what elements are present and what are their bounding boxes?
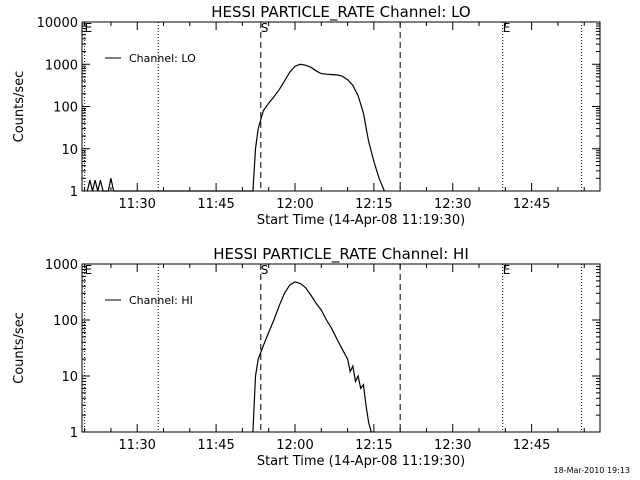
y-tick-label: 10 bbox=[61, 143, 78, 158]
chart-panel-lo: HESSI PARTICLE_RATE Channel: LO 1 10 100 100… bbox=[12, 3, 601, 228]
x-tick-label: 12:00 bbox=[276, 438, 313, 453]
x-tick-label: 12:15 bbox=[355, 438, 392, 453]
y-tick-label: 1000 bbox=[45, 58, 78, 73]
y-tick-label: 10000 bbox=[37, 16, 78, 31]
x-tick-label: 12:00 bbox=[276, 197, 313, 212]
x-tick-label: 12:15 bbox=[355, 197, 392, 212]
x-axis-label: Start Time (14-Apr-08 11:19:30) bbox=[257, 213, 465, 228]
time-marker-label: E bbox=[503, 21, 511, 35]
x-tick-label: 11:45 bbox=[197, 197, 234, 212]
x-tick-label: 11:45 bbox=[197, 438, 234, 453]
series-line bbox=[252, 281, 372, 433]
time-marker-label: E bbox=[85, 263, 93, 277]
y-tick-label: 1 bbox=[70, 426, 78, 441]
x-axis-label: Start Time (14-Apr-08 11:19:30) bbox=[257, 454, 465, 469]
time-marker-label: S bbox=[261, 263, 269, 277]
time-marker-label: S bbox=[261, 21, 269, 35]
x-tick-label: 11:30 bbox=[118, 438, 155, 453]
legend-entry: Channel: LO bbox=[129, 52, 196, 65]
y-axis-label: Counts/sec bbox=[12, 312, 27, 384]
plot-frame bbox=[81, 263, 601, 433]
y-axis-label: Counts/sec bbox=[12, 71, 27, 143]
y-tick-label: 10 bbox=[61, 370, 78, 385]
x-tick-label: 12:30 bbox=[434, 438, 471, 453]
y-tick-label: 1000 bbox=[45, 258, 78, 273]
chart-panel-hi: HESSI PARTICLE_RATE Channel: HI 1 10 100 100… bbox=[12, 245, 601, 469]
y-tick-label: 100 bbox=[53, 101, 78, 116]
x-tick-label: 12:45 bbox=[513, 197, 550, 212]
series-line bbox=[86, 63, 385, 192]
x-tick-label: 12:30 bbox=[434, 197, 471, 212]
x-tick-label: 11:30 bbox=[118, 197, 155, 212]
y-tick-label: 1 bbox=[70, 185, 78, 200]
time-marker-label: E bbox=[503, 263, 511, 277]
plot-frame bbox=[81, 21, 601, 192]
time-marker-label: E bbox=[85, 21, 93, 35]
chart-title: HESSI PARTICLE_RATE Channel: HI bbox=[213, 245, 469, 264]
chart-title: HESSI PARTICLE_RATE Channel: LO bbox=[211, 3, 470, 22]
legend-entry: Channel: HI bbox=[129, 294, 193, 307]
x-tick-label: 12:45 bbox=[513, 438, 550, 453]
y-tick-label: 100 bbox=[53, 314, 78, 329]
footer-timestamp: 18-Mar-2010 19:13 bbox=[553, 466, 631, 475]
